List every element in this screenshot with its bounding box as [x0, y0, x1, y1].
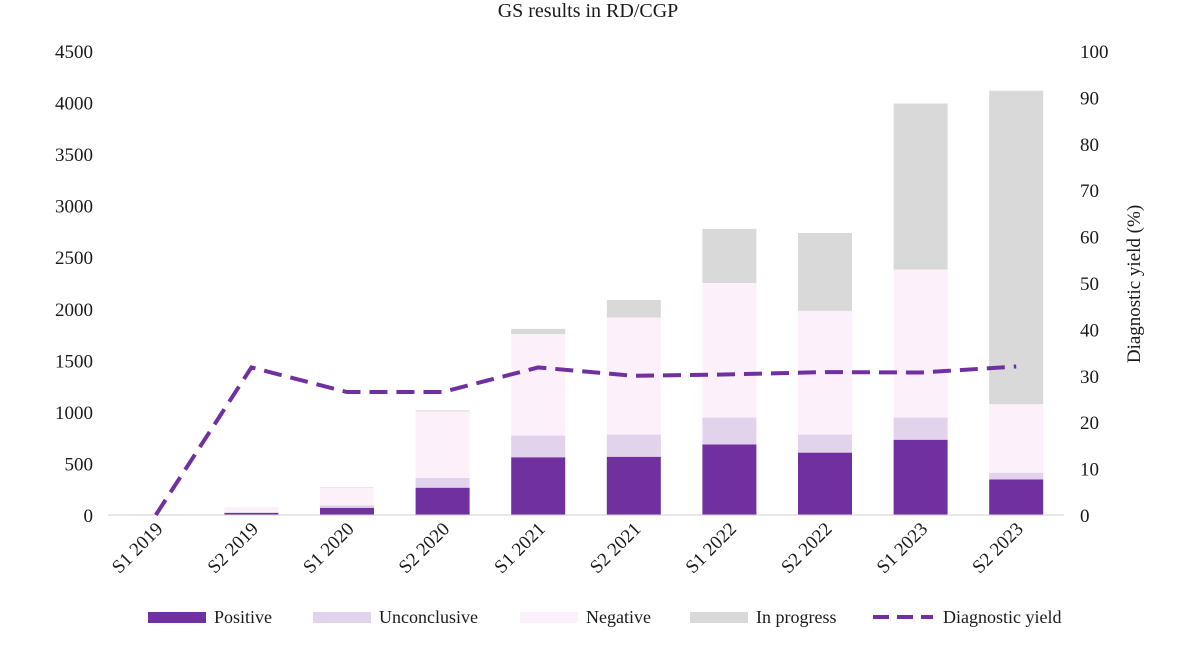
bar-stack — [415, 410, 470, 515]
bar-positive — [989, 479, 1044, 515]
x-axis-ticks: S1 2019 S2 2019 S1 2020 S2 2020 S1 2021 S2 20… — [108, 519, 1028, 578]
left-tick-label: 500 — [65, 454, 94, 475]
bar-in-progress — [606, 300, 661, 318]
right-tick-label: 80 — [1080, 135, 1099, 156]
bar-in-progress — [702, 228, 757, 283]
x-tick-label: S1 2022 — [682, 519, 741, 578]
bars — [128, 90, 1044, 515]
left-tick-label: 3500 — [55, 145, 93, 166]
legend-swatch — [520, 612, 578, 623]
legend-item: Diagnostic yield — [873, 607, 1061, 627]
bar-positive — [224, 512, 279, 515]
bar-negative — [320, 487, 374, 506]
x-tick-label: S2 2019 — [204, 519, 263, 578]
bar-in-progress — [893, 103, 948, 270]
bar-positive — [893, 439, 948, 515]
bar-positive — [606, 456, 661, 515]
legend-label: In progress — [756, 607, 836, 627]
legend-item: Negative — [520, 607, 651, 627]
right-tick-label: 40 — [1080, 320, 1099, 341]
legend-item: Positive — [148, 607, 272, 627]
right-tick-label: 30 — [1080, 367, 1099, 388]
bar-unconclusive — [702, 417, 757, 445]
bar-negative — [224, 507, 279, 513]
bar-unconclusive — [320, 505, 374, 508]
bar-negative — [893, 269, 948, 418]
left-tick-label: 3000 — [55, 197, 93, 218]
legend-label: Unconclusive — [379, 607, 478, 627]
bar-unconclusive — [606, 434, 661, 457]
right-axis-ticks: 0 10 20 30 40 50 60 70 80 90 100 — [1080, 42, 1109, 527]
bar-positive — [798, 452, 852, 515]
right-tick-label: 70 — [1080, 181, 1099, 202]
bar-negative — [415, 411, 470, 478]
right-tick-label: 20 — [1080, 413, 1099, 434]
bar-stack — [798, 232, 852, 515]
left-tick-label: 1500 — [55, 351, 93, 372]
left-tick-label: 1000 — [55, 403, 93, 424]
bar-negative — [511, 334, 566, 436]
bar-unconclusive — [989, 472, 1044, 480]
chart-title: GS results in RD/CGP — [498, 0, 679, 22]
bar-in-progress — [511, 328, 566, 335]
left-axis-ticks: 0 500 1000 1500 2000 2500 3000 3500 4000 4500 — [55, 42, 93, 527]
bar-negative — [989, 404, 1044, 473]
legend-item: Unconclusive — [313, 607, 478, 627]
legend-label: Positive — [214, 607, 272, 627]
bar-unconclusive — [415, 477, 470, 488]
x-tick-label: S1 2020 — [299, 519, 358, 578]
x-tick-label: S2 2022 — [777, 519, 836, 578]
x-tick-label: S2 2020 — [395, 519, 454, 578]
right-tick-label: 100 — [1080, 42, 1109, 63]
bar-positive — [702, 444, 757, 515]
left-tick-label: 0 — [84, 506, 94, 527]
right-tick-label: 0 — [1080, 506, 1090, 527]
bar-unconclusive — [798, 434, 852, 453]
legend-item: In progress — [690, 607, 836, 627]
right-tick-label: 60 — [1080, 228, 1099, 249]
right-axis-label: Diagnostic yield (%) — [1124, 205, 1145, 363]
legend: Positive Unconclusive Negative In progress D… — [148, 607, 1061, 627]
right-tick-label: 50 — [1080, 274, 1099, 295]
bar-unconclusive — [224, 512, 279, 513]
bar-negative — [702, 283, 757, 418]
bar-stack — [702, 228, 757, 515]
legend-label: Diagnostic yield — [943, 607, 1061, 627]
bar-stack — [606, 300, 661, 515]
bar-in-progress — [989, 90, 1044, 405]
legend-swatch — [690, 612, 748, 623]
x-tick-label: S1 2019 — [108, 519, 167, 578]
bar-in-progress — [798, 232, 852, 311]
bar-stack — [320, 487, 374, 515]
right-tick-label: 10 — [1080, 460, 1099, 481]
bar-in-progress — [415, 410, 470, 412]
legend-swatch — [313, 612, 371, 623]
left-tick-label: 4000 — [55, 94, 93, 115]
left-tick-label: 2500 — [55, 248, 93, 269]
bar-positive — [415, 487, 470, 515]
bar-in-progress — [320, 487, 374, 488]
bar-unconclusive — [511, 435, 566, 458]
bar-stack — [224, 507, 279, 515]
x-tick-label: S2 2021 — [586, 519, 645, 578]
left-tick-label: 2000 — [55, 300, 93, 321]
bar-stack — [511, 328, 566, 515]
legend-swatch — [148, 612, 206, 623]
diagnostic-yield-line — [154, 364, 1017, 517]
right-tick-label: 90 — [1080, 88, 1099, 109]
bar-positive — [511, 457, 566, 515]
x-tick-label: S1 2023 — [873, 519, 932, 578]
x-tick-label: S2 2023 — [968, 519, 1027, 578]
bar-stack — [989, 90, 1044, 515]
x-tick-label: S1 2021 — [490, 519, 549, 578]
bar-stack — [893, 103, 948, 515]
legend-label: Negative — [586, 607, 651, 627]
bar-unconclusive — [893, 417, 948, 440]
left-tick-label: 4500 — [55, 42, 93, 63]
line-diagnostic-yield — [154, 364, 1017, 517]
bar-positive — [320, 507, 374, 515]
